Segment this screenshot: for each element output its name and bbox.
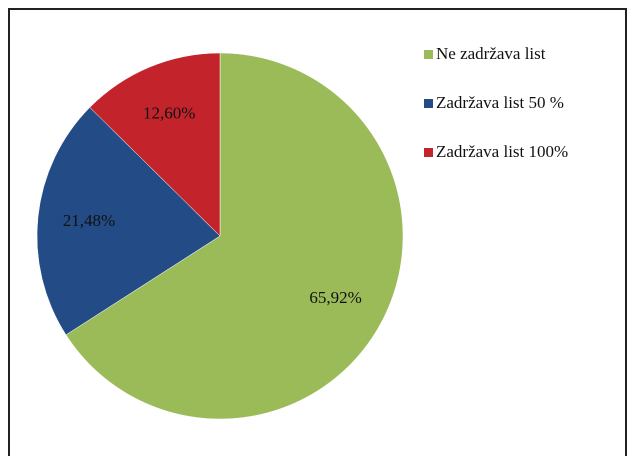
- pie-slice: [36, 107, 221, 336]
- legend-label: Ne zadržava list: [436, 44, 546, 63]
- legend-label: Zadržava list 100%: [436, 142, 568, 161]
- legend-swatch: [424, 50, 433, 59]
- pie-slice: [89, 52, 221, 237]
- data-label: 65,92%: [309, 288, 361, 307]
- legend-swatch: [424, 99, 433, 108]
- pie-slice: [65, 52, 404, 420]
- legend-swatch: [424, 148, 433, 157]
- legend-label: Zadržava list 50 %: [436, 93, 564, 112]
- data-label: 21,48%: [63, 211, 115, 230]
- data-label: 12,60%: [143, 103, 195, 122]
